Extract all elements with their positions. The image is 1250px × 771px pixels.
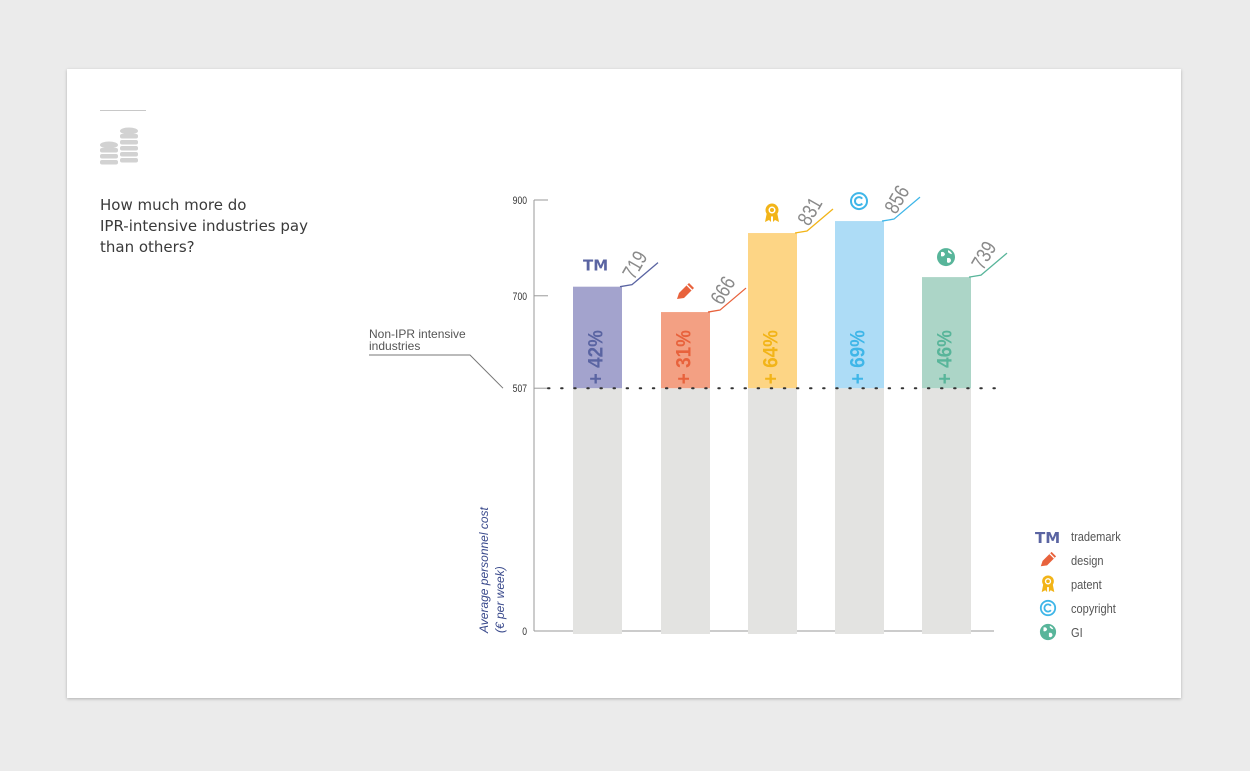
globe-icon [1039,623,1057,641]
premium-label: + 42% [585,330,608,384]
pencil-icon [1040,551,1057,567]
legend-label: design [1071,553,1104,568]
chart-question: How much more do IPR-intensive industrie… [100,195,360,258]
copyright-icon [1039,599,1057,617]
value-label: 739 [968,238,1002,274]
bar-design [661,312,710,389]
baseline-bar [835,388,884,634]
baseline-bar [661,388,710,634]
value-leader-line [968,252,1008,278]
y-tick-label: 900 [513,195,528,207]
question-line: IPR-intensive industries pay [100,217,308,235]
baseline-annotation: industries [369,339,420,353]
question-line: How much more do [100,196,247,214]
pencil-icon [677,283,694,300]
value-label: 666 [707,273,741,309]
baseline-annotation-line [369,354,504,389]
bar-trademark [573,286,622,389]
bar-patent [748,233,797,389]
tm-glyph: TM [1035,529,1060,547]
infographic-card [67,69,1181,698]
tm-icon: TM [583,257,608,275]
coins-icon [100,127,138,165]
value-leader-line [881,196,921,222]
award-ribbon-icon [1041,575,1055,593]
question-line: than others? [100,238,195,256]
premium-label: + 64% [760,330,783,384]
y-tick-label: 0 [522,626,527,638]
baseline-bar [573,388,622,634]
value-leader-line [619,262,659,288]
premium-label: + 69% [847,330,870,384]
value-label: 719 [619,248,653,284]
legend-label: GI [1071,625,1083,640]
globe-icon [937,248,955,267]
y-axis-label: Average personnel cost [477,506,491,634]
header-rule [100,110,146,111]
y-tick-label: 700 [513,291,528,303]
bar-GI [922,277,971,389]
legend-label: copyright [1071,601,1116,616]
value-label: 831 [794,194,828,230]
value-leader-line [707,287,747,313]
award-ribbon-icon [765,203,779,223]
baseline-bar [748,388,797,634]
baseline-annotation: Non-IPR intensive [369,327,466,341]
baseline-bar [922,388,971,634]
legend-label: patent [1071,577,1102,592]
legend-label: trademark [1071,529,1121,544]
copyright-icon [850,192,868,211]
value-label: 856 [881,182,915,218]
y-axis-label: (€ per week) [493,566,507,633]
tm-icon: TM [1035,529,1060,547]
value-leader-line [794,208,834,234]
tm-glyph: TM [583,257,608,275]
y-tick-label: 507 [513,383,527,395]
premium-label: + 31% [673,330,696,384]
bar-copyright [835,221,884,389]
premium-label: + 46% [934,330,957,384]
